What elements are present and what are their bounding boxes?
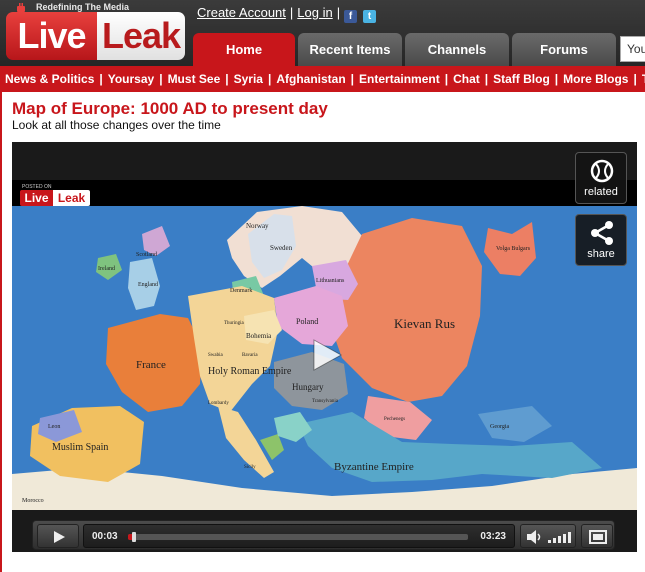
- create-account-link[interactable]: Create Account: [197, 5, 286, 20]
- current-time: 00:03: [92, 531, 118, 542]
- tab-home[interactable]: Home: [193, 33, 295, 66]
- separator: |: [554, 72, 559, 86]
- search-input[interactable]: You: [620, 36, 645, 62]
- map-label-volga-bulgars: Volga Bulgars: [496, 246, 531, 252]
- seek-track[interactable]: [128, 532, 468, 542]
- map-label-georgia: Georgia: [490, 424, 510, 430]
- watermark-leak: Leak: [53, 190, 90, 206]
- nav-item-must-see[interactable]: Must See: [167, 72, 221, 86]
- share-icon: [591, 221, 613, 245]
- broadcast-icon: [17, 3, 25, 12]
- speaker-icon: [527, 530, 541, 544]
- site-header: Redefining The Media Live Leak Create Ac…: [0, 0, 645, 66]
- map-label-ireland: Ireland: [98, 266, 115, 272]
- logo-live-text: Live: [6, 12, 97, 60]
- watermark-live: Live: [20, 190, 53, 206]
- share-button[interactable]: share: [575, 214, 627, 266]
- map-label-sicily: Sicily: [244, 465, 256, 470]
- liveleak-logo[interactable]: Redefining The Media Live Leak: [6, 2, 185, 60]
- nav-item-syria[interactable]: Syria: [233, 72, 263, 86]
- separator: |: [267, 72, 272, 86]
- nav-item-truncated[interactable]: T: [642, 72, 645, 86]
- map-label-leon: Leon: [48, 424, 60, 430]
- map-label-hungary: Hungary: [292, 382, 324, 392]
- map-label-bohemia: Bohemia: [246, 332, 272, 340]
- play-button[interactable]: [37, 524, 79, 548]
- map-label-byzantine: Byzantine Empire: [334, 461, 414, 473]
- map-label-france: France: [136, 359, 166, 371]
- nav-item-news-politics[interactable]: News & Politics: [5, 72, 95, 86]
- separator: |: [225, 72, 229, 86]
- nav-item-chat[interactable]: Chat: [453, 72, 480, 86]
- volume-level-icon[interactable]: [548, 531, 572, 543]
- map-label-sweden: Sweden: [270, 244, 293, 252]
- fullscreen-icon: [589, 530, 607, 544]
- tab-label: Recent Items: [309, 42, 391, 57]
- timeline-bar: 00:03 03:23: [83, 524, 515, 548]
- volume-control[interactable]: [520, 524, 576, 548]
- search-placeholder: You: [627, 42, 645, 56]
- facebook-icon[interactable]: f: [344, 10, 358, 23]
- map-label-transylvania: Transylvania: [312, 399, 339, 404]
- related-label: related: [584, 186, 618, 198]
- nav-item-entertainment[interactable]: Entertainment: [359, 72, 440, 86]
- tab-forums[interactable]: Forums: [512, 33, 616, 66]
- seek-progress: [128, 534, 134, 540]
- fullscreen-button[interactable]: [581, 524, 613, 548]
- map-label-lombardy: Lombardy: [208, 401, 229, 406]
- tab-label: Home: [225, 42, 263, 57]
- tab-recent-items[interactable]: Recent Items: [298, 33, 402, 66]
- tab-label: Forums: [540, 42, 588, 57]
- separator: |: [336, 5, 341, 20]
- nav-item-more-blogs[interactable]: More Blogs: [563, 72, 629, 86]
- map-label-thuringia: Thuringia: [224, 321, 244, 326]
- separator: |: [99, 72, 103, 86]
- tab-label: Channels: [427, 42, 487, 57]
- map-label-muslim-spain: Muslim Spain: [52, 442, 108, 453]
- map-label-morocco: Morocco: [22, 498, 44, 504]
- left-accent-border: [0, 92, 2, 572]
- map-label-norway: Norway: [246, 222, 269, 230]
- nav-item-staff-blog[interactable]: Staff Blog: [493, 72, 550, 86]
- video-description: Look at all those changes over the time: [12, 118, 221, 132]
- map-label-swabia: Swabia: [208, 353, 224, 358]
- logo-leak-text: Leak: [97, 12, 185, 60]
- map-label-pechenegs: Pechenegs: [384, 417, 405, 422]
- watermark-caption: POSTED ON: [22, 184, 52, 190]
- player-controls: 00:03 03:23: [32, 520, 615, 550]
- map-label-scotland: Scotland: [136, 252, 157, 258]
- map-label-bavaria: Bavaria: [242, 353, 258, 358]
- separator: |: [484, 72, 489, 86]
- map-label-lithuanians: Lithuanians: [316, 278, 345, 284]
- share-label: share: [587, 248, 615, 260]
- duration: 03:23: [480, 531, 506, 542]
- twitter-icon[interactable]: t: [363, 10, 377, 23]
- login-link[interactable]: Log in: [297, 5, 333, 20]
- seek-handle[interactable]: [132, 532, 137, 542]
- account-links: Create Account | Log in | f t: [197, 5, 382, 23]
- separator: |: [289, 5, 294, 20]
- separator: |: [159, 72, 163, 86]
- separator: |: [350, 72, 355, 86]
- liveleak-watermark: POSTED ON Live Leak: [20, 184, 92, 208]
- video-player[interactable]: POSTED ON Live Leak: [12, 142, 637, 552]
- map-label-denmark: Denmark: [230, 288, 252, 294]
- big-play-icon[interactable]: [308, 337, 344, 373]
- nav-item-yoursay[interactable]: Yoursay: [107, 72, 155, 86]
- nav-item-afghanistan[interactable]: Afghanistan: [276, 72, 346, 86]
- video-title: Map of Europe: 1000 AD to present day: [12, 99, 328, 118]
- map-label-hre: Holy Roman Empire: [208, 366, 292, 377]
- logo-tagline: Redefining The Media: [36, 2, 130, 12]
- map-label-england: England: [138, 282, 158, 288]
- map-label-kievan-rus: Kievan Rus: [394, 316, 455, 331]
- related-button[interactable]: related: [575, 152, 627, 204]
- play-icon: [54, 531, 65, 543]
- separator: |: [444, 72, 449, 86]
- category-nav: News & Politics | Yoursay | Must See | Syria | A…: [0, 66, 645, 92]
- tab-channels[interactable]: Channels: [405, 33, 509, 66]
- separator: |: [633, 72, 637, 86]
- related-icon: [590, 159, 614, 183]
- map-label-poland: Poland: [296, 317, 318, 326]
